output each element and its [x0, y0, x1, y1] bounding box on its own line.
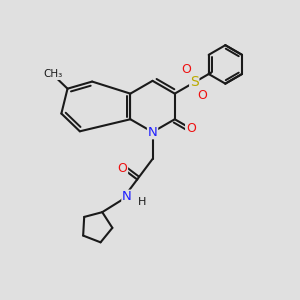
- Text: O: O: [118, 162, 128, 175]
- Text: O: O: [182, 62, 191, 76]
- Text: N: N: [122, 190, 132, 203]
- Text: S: S: [190, 75, 199, 89]
- Text: N: N: [148, 126, 158, 139]
- Text: H: H: [138, 196, 147, 206]
- Text: O: O: [197, 89, 207, 102]
- Text: O: O: [186, 122, 196, 135]
- Text: CH₃: CH₃: [43, 70, 62, 80]
